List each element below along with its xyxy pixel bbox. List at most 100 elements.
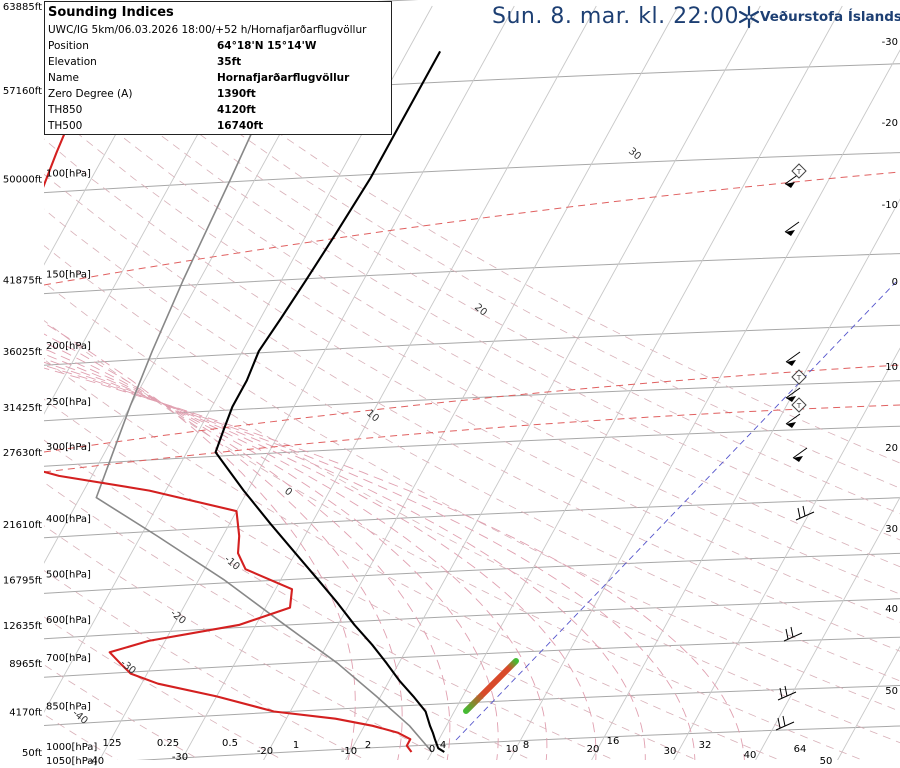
- wind-barb-tick: [784, 685, 788, 697]
- dry-adiabat-line: [44, 664, 201, 760]
- altitude-label: 41875ft: [3, 276, 42, 287]
- altitude-label: 50ft: [22, 748, 42, 759]
- wind-barb-tick: [777, 717, 781, 729]
- pressure-label: 150[hPa]: [46, 270, 91, 281]
- isobar-line: [44, 552, 900, 594]
- altitude-label: 50000ft: [3, 175, 42, 186]
- right-isotherm-label: -30: [882, 37, 898, 48]
- pressure-label: 300[hPa]: [46, 442, 91, 453]
- reference-dashed-line: [44, 404, 900, 473]
- isobar-line: [44, 380, 900, 422]
- dry-adiabat-line: [44, 525, 450, 760]
- dry-adiabat-line: [0, 6, 41, 764]
- altitude-label: 36025ft: [3, 347, 42, 358]
- wind-barb: [783, 626, 803, 642]
- wind-barb: [785, 413, 801, 428]
- bottom-axis-label: 16: [607, 736, 620, 747]
- dry-adiabat-line: [44, 8, 900, 515]
- moist-adiabat-line: [44, 333, 403, 760]
- adiabat-label: 0: [282, 486, 294, 499]
- wind-barb-staff: [784, 221, 800, 233]
- info-label-th500: TH500: [48, 120, 83, 132]
- dry-adiabat-line: [110, 5, 900, 464]
- dry-adiabat-line: [44, 616, 284, 760]
- bottom-axis-label: 64: [794, 744, 807, 755]
- sounding-indices-panel: Sounding Indices UWC/IG 5km/06.03.2026 1…: [44, 1, 392, 135]
- moist-adiabat-line: [44, 353, 548, 760]
- dry-adiabat-line: [44, 358, 781, 760]
- right-isotherm-label: 50: [885, 686, 898, 697]
- dry-adiabat-line: [44, 70, 900, 568]
- wind-barb-flag: [786, 422, 796, 428]
- wind-barb-flag: [785, 182, 795, 188]
- wind-barb-staff: [795, 511, 815, 521]
- info-subtitle: UWC/IG 5km/06.03.2026 18:00/+52 h/Hornaf…: [48, 24, 367, 36]
- bottom-axis-label: 2: [365, 740, 371, 751]
- info-value-elevation: 35ft: [217, 56, 242, 68]
- isobar-line: [44, 324, 900, 366]
- altitude-label: 4170ft: [9, 708, 42, 719]
- brand-logo[interactable]: Veðurstofa Íslands: [738, 5, 900, 31]
- pressure-label: 600[hPa]: [46, 615, 91, 626]
- bottom-axis-label: 8: [523, 740, 529, 751]
- level-marker-diamond: [791, 397, 807, 413]
- right-isotherm-label: 20: [885, 443, 898, 454]
- isotherm-line: [0, 6, 22, 764]
- pressure-label-bottom: 1050[hPa]: [46, 756, 97, 767]
- dry-adiabat-line: [44, 105, 900, 595]
- wind-barb-flag: [786, 360, 796, 366]
- info-label-position: Position: [48, 40, 89, 52]
- bottom-axis-label: 10: [506, 744, 519, 755]
- level-marker-label: T: [796, 168, 802, 176]
- bottom-axis-label: 0.25: [157, 738, 179, 749]
- bottom-axis-label: -40: [88, 756, 104, 767]
- info-value-name: Hornafjarðarflugvöllur: [217, 72, 350, 84]
- bottom-axis-label: 20: [587, 744, 600, 755]
- dry-adiabat-line: [44, 173, 900, 652]
- dry-adiabat-line: [44, 282, 900, 744]
- wind-barb-flag: [793, 456, 803, 462]
- moist-adiabat-line: [44, 341, 451, 760]
- bottom-axis-label: 30: [664, 746, 677, 757]
- moist-adiabat-line: [44, 348, 499, 760]
- pressure-label: 1000[hPa]: [46, 742, 97, 753]
- pressure-label: 700[hPa]: [46, 653, 91, 664]
- wind-barb-staff: [777, 691, 797, 701]
- bottom-axis-label: -30: [172, 752, 188, 763]
- wind-barb-staff: [785, 413, 801, 425]
- isotherm-line: [591, 198, 900, 760]
- altitude-label: 8965ft: [9, 659, 42, 670]
- dry-adiabat-line: [44, 38, 900, 541]
- wind-barb: [785, 351, 801, 366]
- pressure-label: 200[hPa]: [46, 341, 91, 352]
- isobar-line: [44, 598, 900, 640]
- moist-adiabat-line: [44, 361, 646, 760]
- parcel-line: [95, 5, 433, 753]
- brand-name: Veðurstofa Íslands: [760, 9, 900, 25]
- valid-time-title: Sun. 8. mar. kl. 22:00: [492, 4, 739, 29]
- info-label-name: Name: [48, 72, 79, 84]
- info-value-th500: 16740ft: [217, 120, 264, 132]
- isotherm-line: [427, 5, 843, 760]
- wind-barb: [784, 221, 800, 236]
- bottom-axis-label: 0.5: [222, 738, 238, 749]
- info-value-zero-degree: 1390ft: [217, 88, 256, 100]
- snowflake-logo-icon: [738, 5, 760, 29]
- dewpoint-line: [44, 29, 413, 753]
- wind-barb-tick: [785, 628, 789, 640]
- right-isotherm-label: -10: [882, 200, 898, 211]
- dry-adiabat-line: [44, 208, 900, 682]
- isotherm-line: [509, 49, 900, 760]
- wind-barb-tick: [782, 715, 786, 727]
- altitude-label: 27630ft: [3, 448, 42, 459]
- right-isotherm-label: 30: [885, 524, 898, 535]
- isobar-line: [44, 253, 900, 295]
- pressure-label: 250[hPa]: [46, 397, 91, 408]
- wind-barb: [795, 505, 815, 521]
- pressure-label: 500[hPa]: [46, 569, 91, 580]
- reference-dashed-line: [44, 171, 900, 286]
- altitude-label: 16795ft: [3, 575, 42, 586]
- adiabat-label: -20: [168, 608, 188, 627]
- right-isotherm-label: 0: [892, 277, 898, 288]
- altitude-label: 63885ft: [3, 2, 42, 13]
